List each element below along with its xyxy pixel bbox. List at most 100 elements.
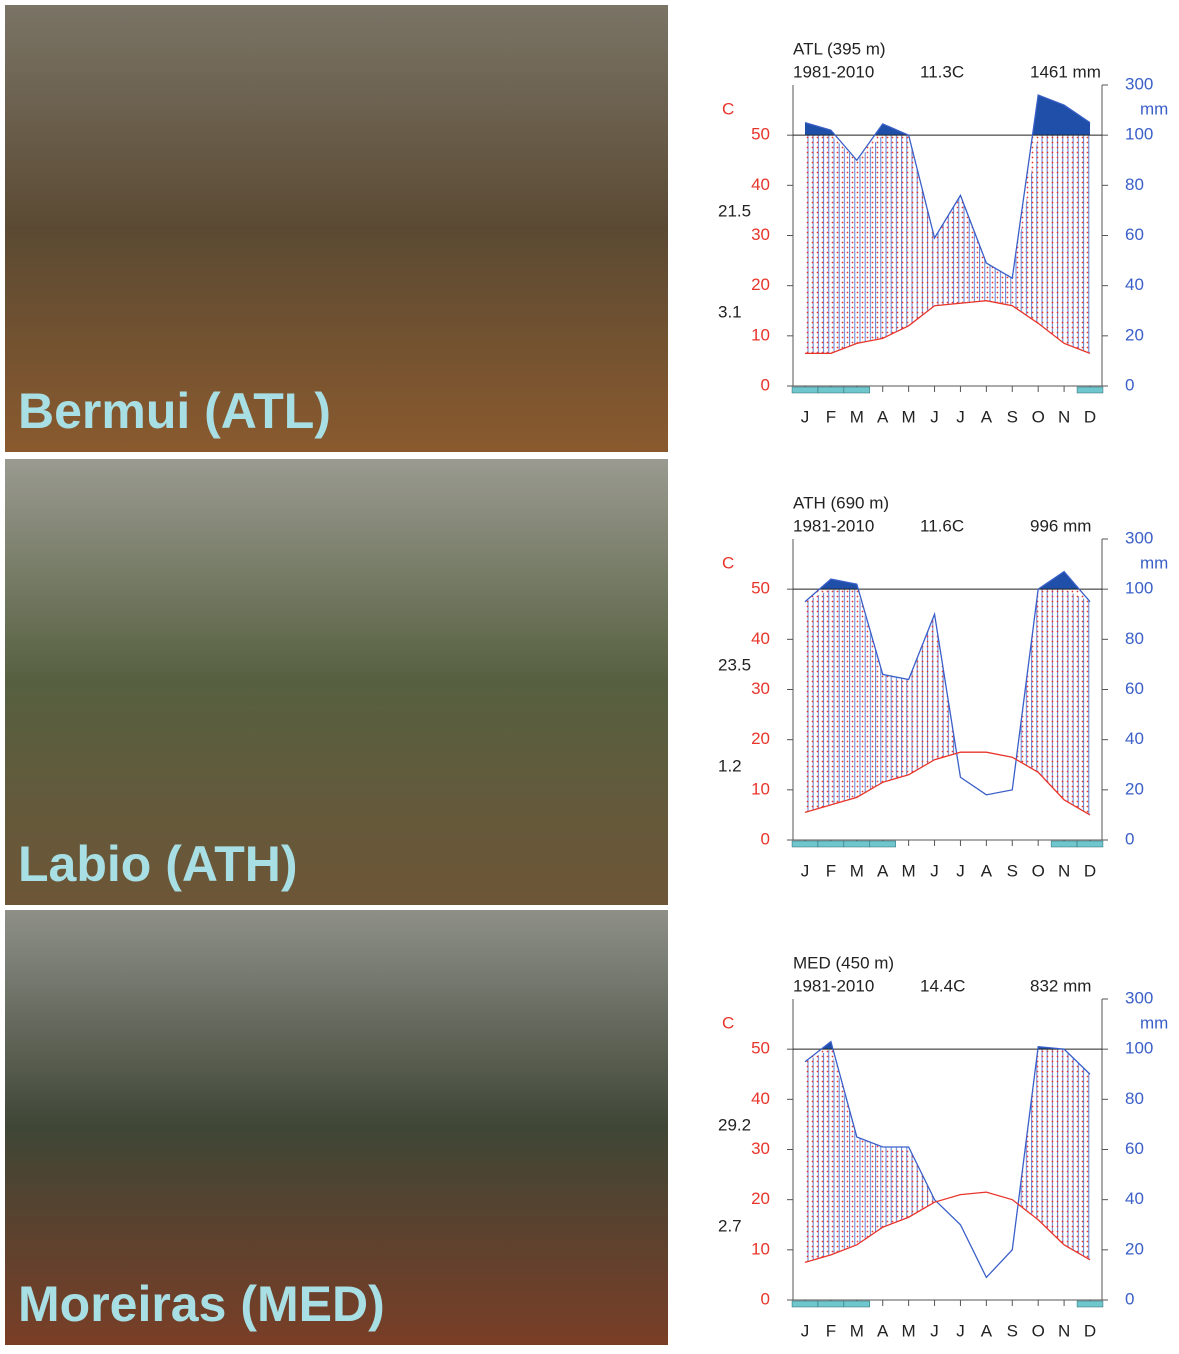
x-tick-label: O: [1032, 861, 1045, 880]
frost-month: [1076, 386, 1104, 394]
y-tick-label: 40: [751, 175, 770, 194]
y2-tick-label: 300: [1125, 74, 1153, 93]
x-tick-label: M: [902, 1321, 916, 1340]
x-tick-label: M: [850, 1321, 864, 1340]
chart-title: ATH (690 m): [793, 493, 889, 512]
x-tick-label: M: [850, 861, 864, 880]
frost-month: [817, 1300, 845, 1308]
x-tick-label: M: [902, 861, 916, 880]
y-tick-label: 10: [751, 1239, 770, 1258]
x-tick-label: A: [877, 407, 889, 426]
y-tick-label: 20: [751, 275, 770, 294]
y-tick-label: 30: [751, 1139, 770, 1158]
annotation: 21.5: [718, 201, 751, 220]
x-tick-label: J: [801, 861, 810, 880]
annotation: 2.7: [718, 1216, 742, 1235]
period: 1981-2010: [793, 976, 874, 995]
x-tick-label: S: [1007, 861, 1018, 880]
frost-month: [843, 840, 871, 848]
y-tick-label: 40: [751, 629, 770, 648]
temperature-line: [804, 1191, 1091, 1263]
x-tick-label: M: [902, 407, 916, 426]
x-tick-label: F: [826, 407, 836, 426]
frost-month: [1050, 840, 1078, 848]
y2-tick-label: 60: [1125, 1139, 1144, 1158]
x-tick-label: D: [1084, 861, 1096, 880]
frost-month: [869, 840, 896, 848]
y-tick-label: 0: [761, 1289, 770, 1308]
mean-temperature: 11.3C: [920, 62, 964, 81]
y2-tick-label: 40: [1125, 275, 1144, 294]
y-tick-label: 50: [751, 125, 770, 144]
x-tick-label: A: [981, 407, 993, 426]
y2-axis-label: mm: [1140, 99, 1168, 118]
arid-area: [805, 571, 1090, 815]
arid-area: [805, 95, 1090, 354]
temperature-line: [805, 300, 1091, 355]
frost-month: [843, 386, 871, 394]
x-tick-label: J: [956, 407, 965, 426]
y2-tick-label: 80: [1125, 629, 1144, 648]
y-tick-label: 40: [751, 1089, 770, 1108]
precipitation-line: [804, 570, 1091, 796]
x-tick-label: S: [1007, 1321, 1018, 1340]
y-tick-label: 20: [751, 729, 770, 748]
y-tick-label: 20: [751, 1189, 770, 1208]
y2-tick-label: 0: [1125, 375, 1134, 394]
y2-tick-label: 80: [1125, 175, 1144, 194]
temperature-line: [804, 751, 1091, 816]
y2-tick-label: 40: [1125, 729, 1144, 748]
photos: Bermui (ATL) Labio (ATH) Moreiras (MED): [5, 5, 668, 1345]
precipitation-line: [804, 94, 1091, 280]
x-tick-label: F: [826, 1321, 836, 1340]
frost-month: [1076, 1300, 1104, 1308]
frost-month: [817, 386, 845, 394]
frost-month: [1076, 840, 1104, 848]
annotation: 29.2: [718, 1115, 751, 1134]
y-tick-label: 0: [761, 375, 770, 394]
photo-label: Moreiras (MED): [18, 1276, 385, 1332]
x-tick-label: J: [930, 861, 939, 880]
chart-title: MED (450 m): [793, 953, 894, 972]
y-tick-label: 50: [751, 1039, 770, 1058]
frost-month: [791, 386, 819, 394]
arid-area: [805, 1041, 1090, 1278]
x-tick-label: F: [826, 861, 836, 880]
y2-tick-label: 20: [1125, 325, 1144, 344]
frost-month: [843, 1300, 871, 1308]
y2-tick-label: 40: [1125, 1189, 1144, 1208]
period: 1981-2010: [793, 516, 874, 535]
x-tick-label: A: [981, 1321, 993, 1340]
photo-label: Labio (ATH): [18, 836, 298, 892]
x-tick-label: J: [956, 861, 965, 880]
y2-axis-label: mm: [1140, 1013, 1168, 1032]
y2-tick-label: 100: [1125, 579, 1153, 598]
annotation: 3.1: [718, 302, 742, 321]
annual-precipitation: 1461 mm: [1030, 62, 1101, 81]
y2-tick-label: 80: [1125, 1089, 1144, 1108]
x-tick-label: S: [1007, 407, 1018, 426]
y-tick-label: 10: [751, 325, 770, 344]
x-tick-label: J: [956, 1321, 965, 1340]
x-tick-label: A: [877, 1321, 889, 1340]
y-tick-label: 30: [751, 225, 770, 244]
frost-month: [817, 840, 845, 848]
x-tick-label: J: [801, 407, 810, 426]
x-tick-label: N: [1058, 1321, 1070, 1340]
y-axis-label: C: [722, 99, 734, 118]
chart-title: ATL (395 m): [793, 39, 886, 58]
x-tick-label: O: [1032, 1321, 1045, 1340]
x-tick-label: M: [850, 407, 864, 426]
y2-tick-label: 300: [1125, 528, 1153, 547]
y2-tick-label: 0: [1125, 829, 1134, 848]
y2-tick-label: 0: [1125, 1289, 1134, 1308]
y2-axis-label: mm: [1140, 553, 1168, 572]
y2-tick-label: 300: [1125, 988, 1153, 1007]
y2-tick-label: 20: [1125, 779, 1144, 798]
x-tick-label: A: [877, 861, 889, 880]
photo: [5, 910, 668, 1345]
x-tick-label: J: [930, 1321, 939, 1340]
mean-temperature: 11.6C: [920, 516, 964, 535]
y-tick-label: 10: [751, 779, 770, 798]
frost-month: [791, 840, 819, 848]
